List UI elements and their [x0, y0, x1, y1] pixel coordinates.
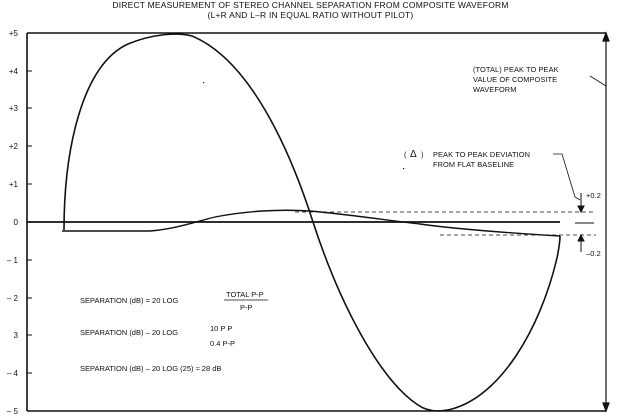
- deviation-waveform: [62, 209, 561, 237]
- y-tick-label: +2: [9, 142, 19, 151]
- formula-1-denominator: P-P: [240, 303, 253, 312]
- down-arrow-icon: [602, 402, 610, 413]
- title-line-2: (L+R AND L–R IN EQUAL RATIO WITHOUT PILO…: [207, 10, 414, 20]
- y-axis-ticks: [27, 32, 32, 412]
- plus-deviation-label: +0.2: [586, 191, 601, 200]
- y-axis-labels: +5 +4 +3 +2 +1 0 – 1 – 2 3 – 4 – 5: [7, 29, 19, 416]
- formula-3: SEPARATION (dB) – 20 LOG (25) ≈ 28 dB: [80, 364, 221, 373]
- y-tick-label: – 1: [7, 256, 19, 265]
- total-annotation: (TOTAL) PEAK TO PEAK VALUE OF COMPOSITE …: [473, 65, 559, 94]
- formula-1-numerator: TOTAL P-P: [226, 290, 264, 299]
- formula-3-text: SEPARATION (dB) – 20 LOG (25) ≈ 28 dB: [80, 364, 221, 373]
- formula-2-numerator: 10 P P: [210, 324, 232, 333]
- delta-leader-line: [553, 153, 581, 201]
- up-arrow-icon: [602, 31, 610, 42]
- down-arrow-icon: [577, 205, 585, 214]
- formula-1-left: SEPARATION (dB) = 20 LOG: [80, 296, 178, 305]
- total-annotation-line-2: VALUE OF COMPOSITE: [473, 75, 557, 84]
- formula-2: SEPARATION (dB) – 20 LOG 10 P P 0.4 P-P: [80, 324, 235, 348]
- deviation-bracket: [575, 193, 594, 252]
- total-annotation-line-1: (TOTAL) PEAK TO PEAK: [473, 65, 559, 74]
- delta-close-paren: ): [421, 150, 424, 159]
- total-peak-bracket: [602, 31, 610, 413]
- up-arrow-icon: [577, 233, 585, 242]
- diagram-title: DIRECT MEASUREMENT OF STEREO CHANNEL SEP…: [0, 0, 621, 20]
- y-tick-label: 0: [14, 218, 19, 227]
- y-tick-label: – 4: [7, 369, 19, 378]
- y-tick-label: +5: [9, 29, 19, 38]
- y-tick-label: – 2: [7, 294, 19, 303]
- y-tick-label: – 5: [7, 407, 19, 416]
- total-annotation-line-3: WAVEFORM: [473, 85, 517, 94]
- formula-2-left: SEPARATION (dB) – 20 LOG: [80, 328, 178, 337]
- composite-waveform: [63, 33, 561, 412]
- y-tick-label: +4: [9, 67, 19, 76]
- small-mark: [403, 168, 405, 170]
- minus-deviation-label: –0.2: [586, 249, 601, 258]
- delta-annotation-line-2: FROM FLAT BASELINE: [433, 160, 514, 169]
- formula-1: SEPARATION (dB) = 20 LOG TOTAL P-P P-P: [80, 290, 268, 312]
- small-mark: [203, 82, 205, 84]
- delta-annotation-line-1: PEAK TO PEAK DEVIATION: [433, 150, 530, 159]
- delta-symbol: Δ: [410, 149, 417, 160]
- delta-annotation: ( Δ ) PEAK TO PEAK DEVIATION FROM FLAT B…: [404, 149, 530, 169]
- y-tick-label: 3: [14, 331, 19, 340]
- y-tick-label: +3: [9, 104, 19, 113]
- title-line-1: DIRECT MEASUREMENT OF STEREO CHANNEL SEP…: [112, 0, 509, 10]
- y-tick-label: +1: [9, 180, 19, 189]
- formula-2-denominator: 0.4 P-P: [210, 339, 235, 348]
- delta-open-paren: (: [404, 150, 407, 159]
- total-leader-line: [589, 75, 607, 87]
